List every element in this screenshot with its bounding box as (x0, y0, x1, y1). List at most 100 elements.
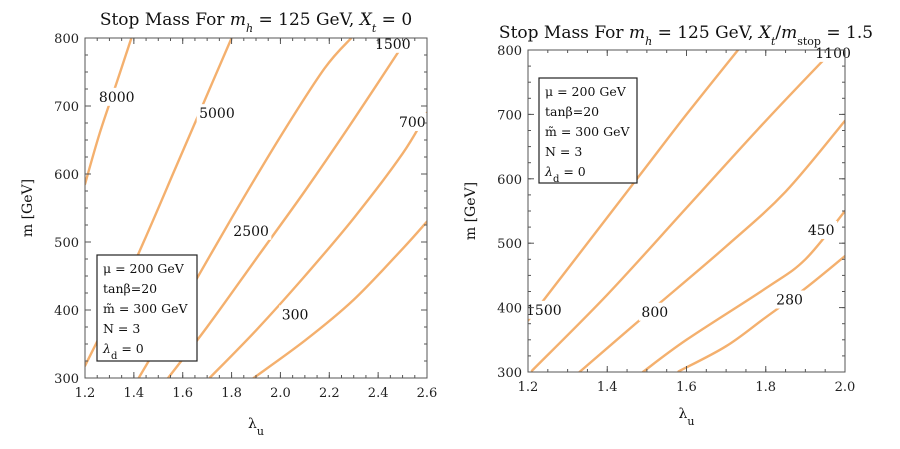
title-run: Stop Mass For (499, 23, 629, 43)
x-tick-label: 1.6 (172, 386, 193, 401)
x-axis-label-main: λ (679, 406, 688, 422)
legend-line: m̃ = 300 GeV (103, 301, 188, 316)
y-tick-label: 800 (497, 44, 522, 59)
title-run: m (230, 10, 246, 30)
title-run: Stop Mass For (100, 10, 230, 30)
chart-title: Stop Mass For mh = 125 GeV, Xt = 0 (100, 10, 412, 35)
legend-value: = 0 (559, 164, 585, 179)
x-tick-label: 1.4 (597, 380, 618, 395)
x-tick-label: 2.0 (270, 386, 291, 401)
legend-symbol: λ (544, 164, 553, 179)
x-tick-label: 1.6 (676, 380, 697, 395)
contour-label-bg (805, 220, 838, 239)
y-tick-label: 600 (497, 173, 522, 188)
contour-label-bg (638, 302, 671, 321)
title-run: t (372, 22, 377, 35)
x-tick-label: 1.8 (221, 386, 242, 401)
y-tick-label: 500 (497, 237, 522, 252)
contour-line-1500 (166, 38, 409, 378)
title-run: / (775, 23, 781, 43)
contour-label-1100: 1100 (815, 46, 851, 62)
x-tick-label: 2.4 (368, 386, 389, 401)
x-axis-label-sub: u (687, 415, 694, 428)
y-tick-label: 700 (497, 108, 522, 123)
title-run: t (771, 35, 776, 48)
contour-line-280 (677, 254, 845, 372)
title-run: stop (797, 35, 821, 48)
y-tick-label: 400 (54, 304, 79, 319)
contour-line-450 (641, 209, 845, 372)
legend-subscript: d (111, 351, 118, 362)
y-tick-label: 700 (54, 100, 79, 115)
contour-label-280: 280 (776, 293, 803, 309)
contour-label-bg (523, 300, 565, 319)
title-run: h (645, 35, 652, 48)
legend-value: = 0 (117, 341, 143, 356)
x-tick-label: 2.6 (417, 386, 438, 401)
title-run: = 125 GeV, (652, 23, 759, 43)
contour-label-bg (773, 290, 806, 309)
contour-group (528, 50, 845, 372)
legend-symbol: λ (102, 341, 111, 356)
legend-line: N = 3 (545, 144, 582, 159)
contour-label-bg (196, 104, 238, 123)
contour-label-300: 300 (282, 307, 309, 323)
contour-label-bg (812, 43, 854, 62)
y-tick-label: 300 (54, 372, 79, 387)
x-axis-label-sub: u (257, 425, 264, 438)
legend-line: N = 3 (103, 321, 140, 336)
right-chart-panel: 1500 1100 800 450 280 1.2 1.4 1.6 1.8 2.0 300 400 50… (463, 23, 873, 428)
contour-label-bg (230, 221, 272, 240)
legend-box (96, 254, 198, 362)
contour-line-700 (208, 111, 427, 378)
x-tick-label: 2.2 (319, 386, 340, 401)
chart-title: Stop Mass For mh = 125 GeV, Xt/mstop = 1… (499, 23, 873, 48)
contour-label-2500: 2500 (233, 224, 269, 240)
contour-label-800: 800 (641, 305, 668, 321)
contour-label-1500: 1500 (375, 37, 411, 53)
title-run: X (757, 23, 772, 43)
x-tick-label: 1.2 (75, 386, 96, 401)
title-run: m (781, 23, 797, 43)
x-tick-label: 2.0 (835, 380, 856, 395)
contour-label-8000: 8000 (99, 90, 135, 106)
x-tick-label: 1.8 (755, 380, 776, 395)
legend-box (538, 77, 638, 184)
contour-line-300 (252, 220, 427, 378)
contour-label-bg (279, 305, 311, 324)
y-tick-label: 300 (497, 366, 522, 381)
y-tick-label: 600 (54, 168, 79, 183)
x-tick-label: 1.2 (518, 380, 539, 395)
contour-label-700: 700 (399, 115, 426, 131)
title-run: = 125 GeV, (253, 10, 360, 30)
contour-label-5000: 5000 (199, 106, 235, 122)
y-tick-label: 800 (54, 32, 79, 47)
legend-line: tanβ=20 (545, 104, 599, 119)
legend-line: μ = 200 GeV (545, 84, 627, 99)
legend-line: λd = 0 (544, 164, 586, 185)
legend-line: m̃ = 300 GeV (545, 124, 630, 139)
contour-line-1100 (530, 50, 835, 372)
y-tick-label: 400 (497, 302, 522, 317)
contour-line-800 (578, 119, 845, 372)
legend-subscript: d (553, 174, 560, 185)
y-tick-label: 500 (54, 236, 79, 251)
contour-label-450: 450 (808, 223, 835, 239)
x-axis-label-main: λ (248, 416, 257, 432)
x-tick-label: 1.4 (124, 386, 145, 401)
contour-line-8000 (85, 38, 133, 186)
title-run: X (358, 10, 373, 30)
y-axis-label: m [GeV] (20, 179, 36, 237)
legend-line: μ = 200 GeV (103, 261, 185, 276)
contour-label-bg (96, 87, 137, 106)
title-run: h (246, 22, 253, 35)
contour-label-bg (396, 113, 429, 131)
x-axis-label: λu (679, 406, 695, 428)
x-axis-label: λu (248, 416, 264, 438)
y-axis-label: m [GeV] (463, 182, 479, 240)
title-run: = 0 (376, 10, 412, 30)
legend-line: λd = 0 (102, 341, 144, 362)
title-run: = 1.5 (821, 23, 873, 43)
